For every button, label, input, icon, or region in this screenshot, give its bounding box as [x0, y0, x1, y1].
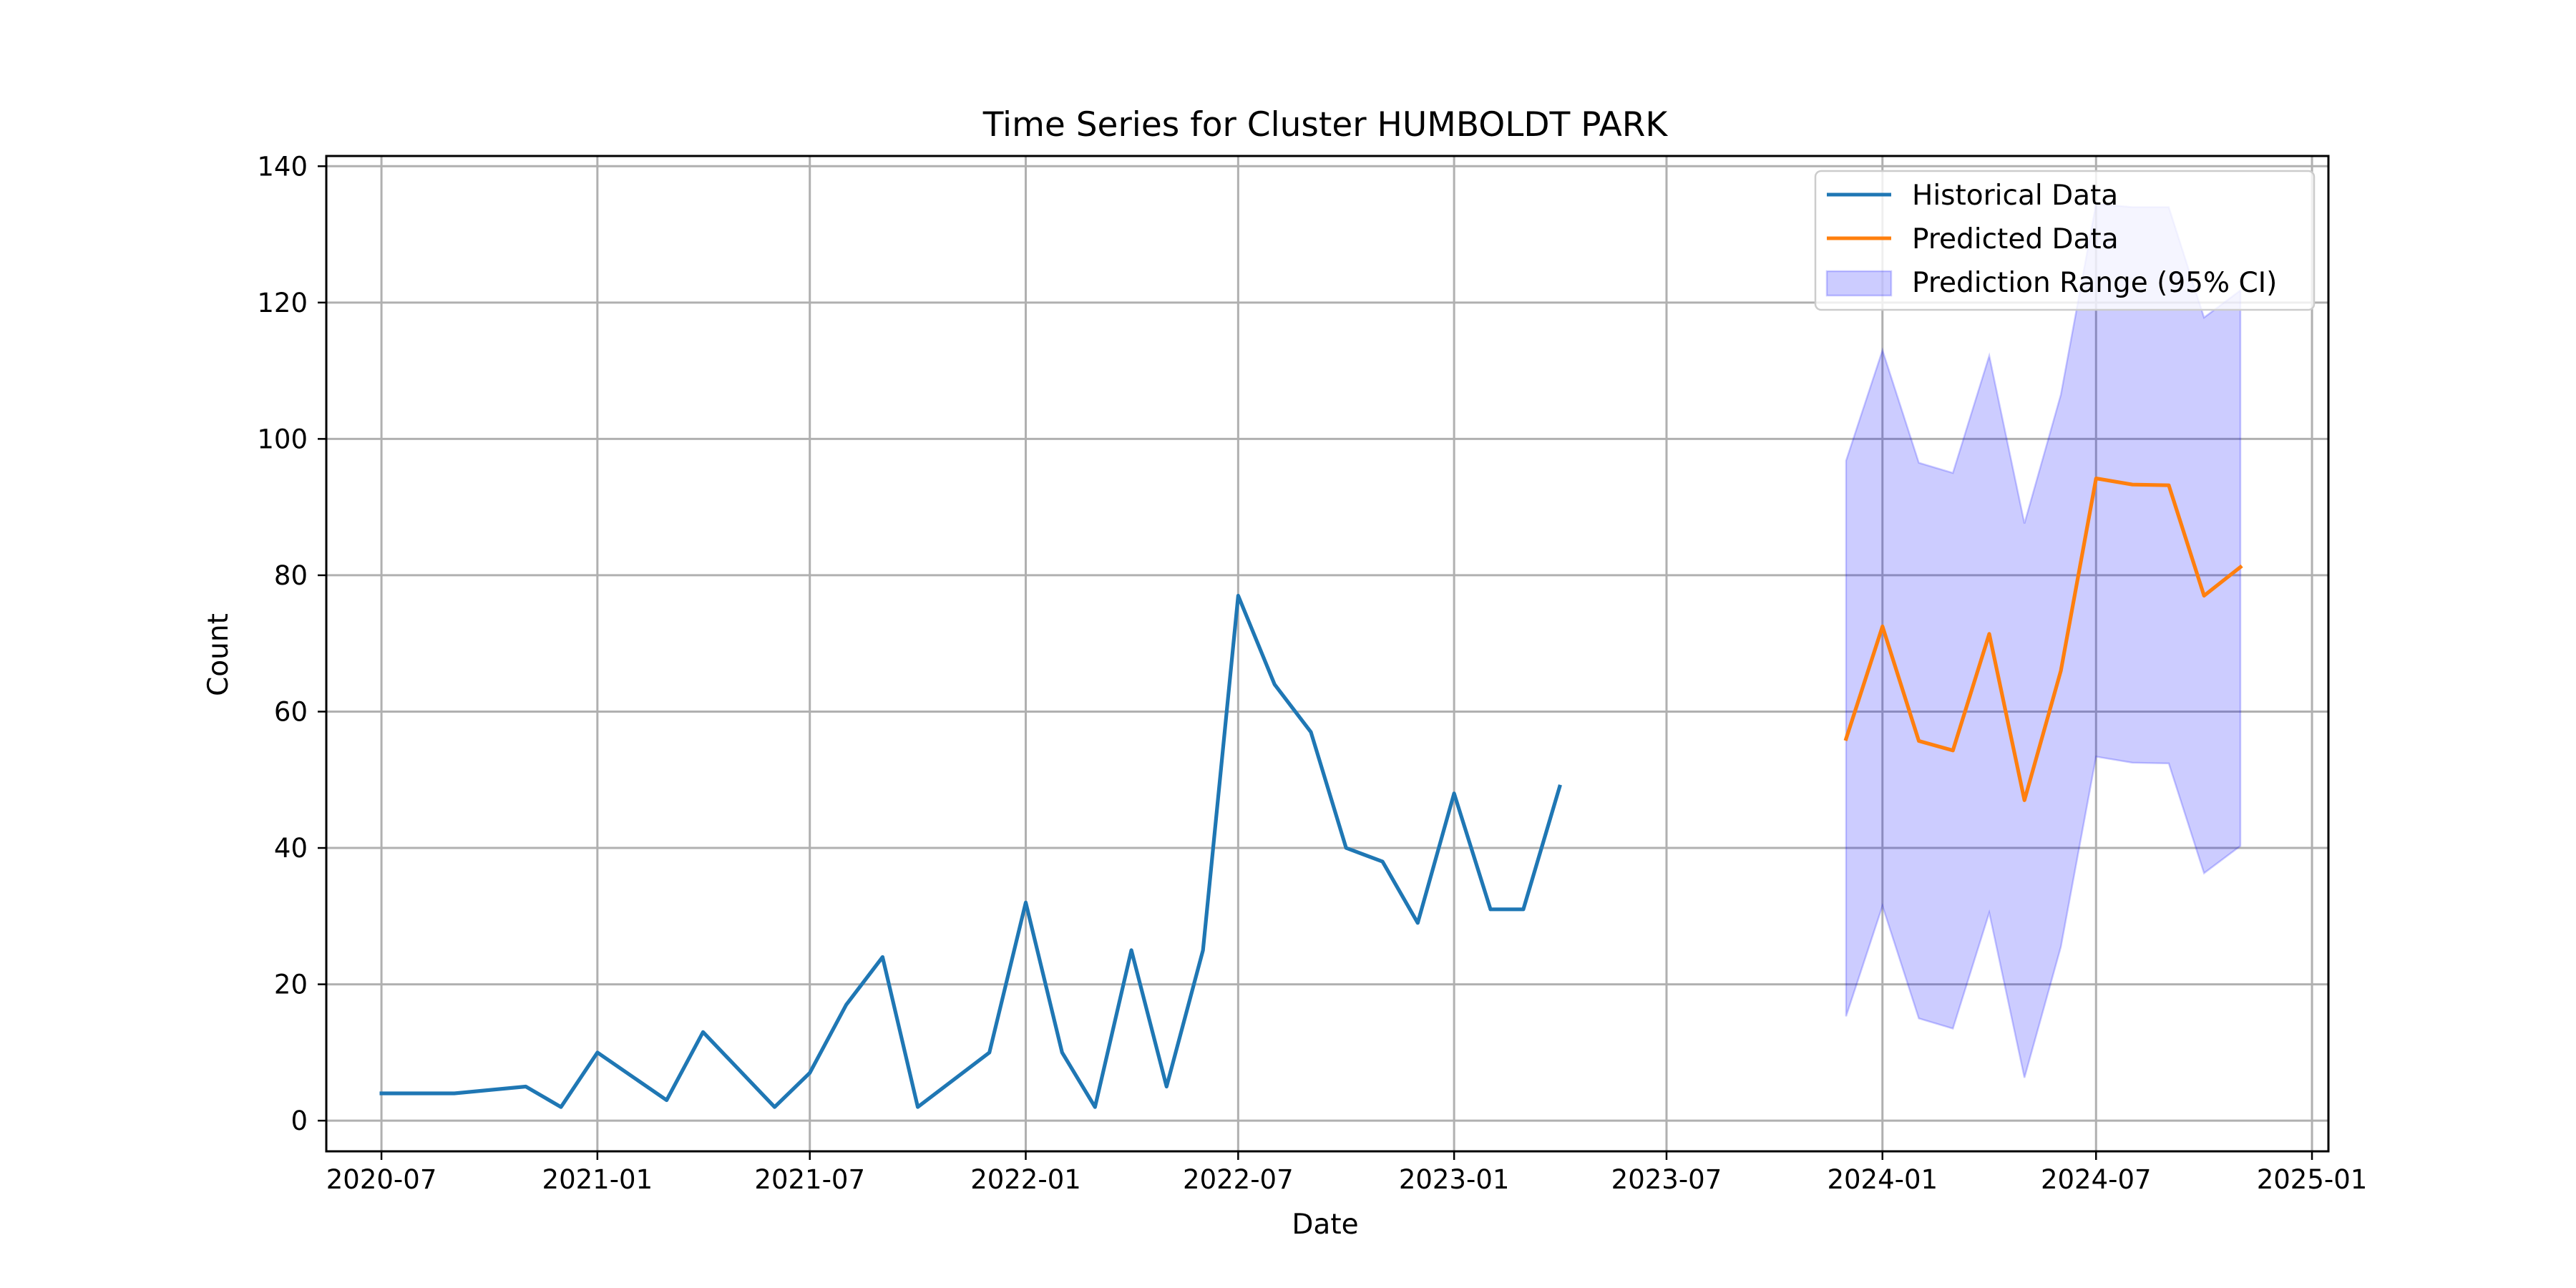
y-axis-label: Count: [203, 613, 235, 696]
legend: Historical Data Predicted Data Predictio…: [1814, 170, 2316, 311]
x-tick-label: 2023-01: [1399, 1164, 1510, 1195]
legend-label-prediction-range: Prediction Range (95% CI): [1912, 267, 2277, 299]
y-tick-label: 0: [291, 1106, 308, 1136]
legend-label-predicted: Predicted Data: [1912, 223, 2119, 255]
y-axis: 0 20 40 60 80 100 120 140: [257, 151, 326, 1136]
series-lines: [379, 476, 2243, 1109]
legend-label-historical: Historical Data: [1912, 180, 2118, 212]
plot-frame: [325, 155, 2330, 1153]
y-tick-label: 60: [274, 696, 308, 727]
x-tick-label: 2020-07: [326, 1164, 437, 1195]
y-tick-label: 140: [257, 151, 308, 182]
legend-swatch-prediction-range: [1825, 270, 1893, 297]
x-tick-label: 2024-01: [1827, 1164, 1938, 1195]
x-tick-label: 2021-07: [754, 1164, 865, 1195]
x-axis: 2020-07 2021-01 2021-07 2022-01 2022-07 2023-…: [326, 1151, 2368, 1195]
x-tick-label: 2024-07: [2041, 1164, 2152, 1195]
historical-data-line: [379, 593, 1562, 1109]
x-tick-label: 2025-01: [2257, 1164, 2368, 1195]
y-tick-label: 120: [257, 288, 308, 318]
legend-box: [1814, 170, 2316, 311]
predicted-data-line: [1843, 476, 2243, 802]
prediction-range-area: [1845, 203, 2242, 1078]
x-tick-label: 2023-07: [1611, 1164, 1722, 1195]
y-tick-label: 100: [257, 424, 308, 454]
chart-title: Time Series for Cluster HUMBOLDT PARK: [982, 105, 1669, 145]
x-tick-label: 2021-01: [542, 1164, 653, 1195]
y-tick-label: 80: [274, 560, 308, 591]
x-axis-label: Date: [1292, 1209, 1358, 1241]
y-tick-label: 40: [274, 833, 308, 864]
y-tick-label: 20: [274, 970, 308, 1000]
x-tick-label: 2022-01: [970, 1164, 1081, 1195]
prediction-band: [1845, 203, 2242, 1078]
x-tick-label: 2022-07: [1183, 1164, 1294, 1195]
